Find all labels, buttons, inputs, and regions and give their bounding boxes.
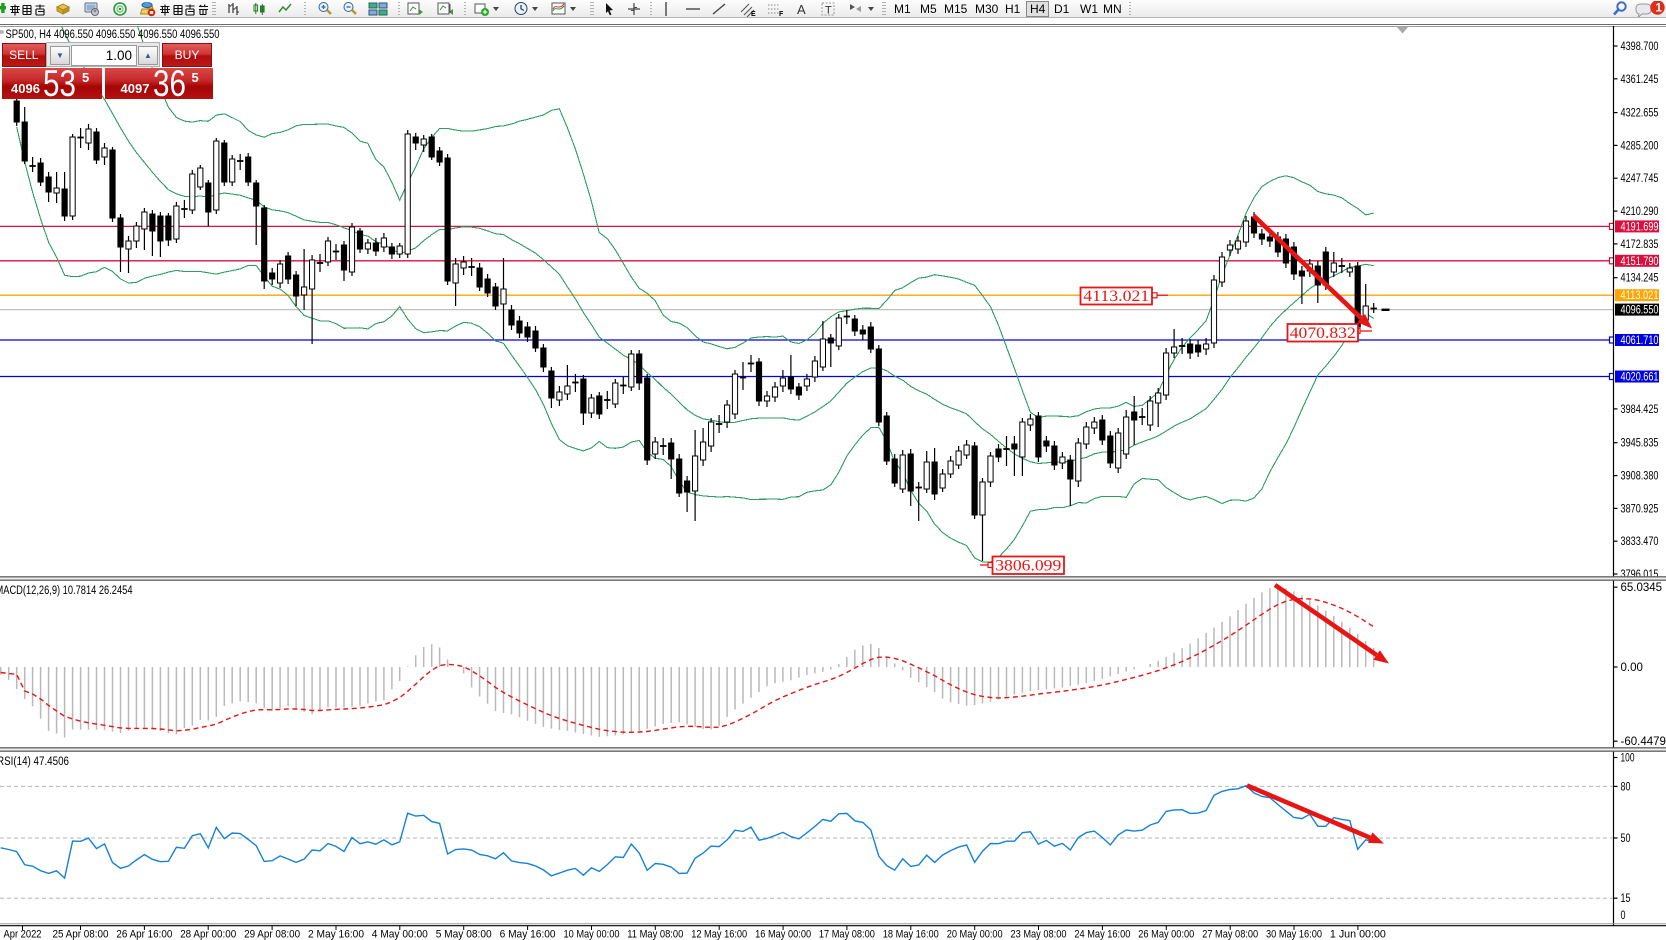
svg-text:4210.290: 4210.290 <box>1621 206 1659 218</box>
svg-text:A: A <box>797 2 806 17</box>
svg-text:0: 0 <box>1621 910 1626 922</box>
svg-text:6 May 16:00: 6 May 16:00 <box>500 929 556 940</box>
svg-text:29 Apr 08:00: 29 Apr 08:00 <box>244 929 300 940</box>
svg-text:RSI(14) 47.4506: RSI(14) 47.4506 <box>0 756 69 768</box>
svg-text:16 May 00:00: 16 May 00:00 <box>755 929 811 940</box>
svg-text:1: 1 <box>1656 3 1663 15</box>
svg-text:11 May 08:00: 11 May 08:00 <box>627 929 683 940</box>
svg-text:4285.200: 4285.200 <box>1621 140 1659 152</box>
svg-text:4113.021: 4113.021 <box>1083 288 1149 305</box>
svg-text:12 May 16:00: 12 May 16:00 <box>691 929 747 940</box>
svg-text:4191.699: 4191.699 <box>1621 221 1659 233</box>
svg-text:3945.835: 3945.835 <box>1621 438 1659 450</box>
svg-text:24 May 16:00: 24 May 16:00 <box>1074 929 1130 940</box>
svg-text:15: 15 <box>1621 893 1631 905</box>
svg-text:17 May 08:00: 17 May 08:00 <box>819 929 875 940</box>
svg-text:1 Jun 00:00: 1 Jun 00:00 <box>1330 929 1386 940</box>
svg-text:4361.245: 4361.245 <box>1621 74 1659 86</box>
svg-text:4070.832: 4070.832 <box>1290 325 1356 342</box>
svg-text:4113.021: 4113.021 <box>1621 290 1659 302</box>
svg-text:4322.655: 4322.655 <box>1621 108 1659 120</box>
svg-text:25 Apr 08:00: 25 Apr 08:00 <box>53 929 109 940</box>
svg-text:4247.745: 4247.745 <box>1621 173 1659 185</box>
svg-text:23 May 08:00: 23 May 08:00 <box>1011 929 1067 940</box>
svg-text:65.0345: 65.0345 <box>1621 582 1663 594</box>
svg-text:3984.425: 3984.425 <box>1621 404 1659 416</box>
svg-text:0.00: 0.00 <box>1621 662 1643 674</box>
svg-text:4 May 00:00: 4 May 00:00 <box>372 929 428 940</box>
svg-text:MACD(12,26,9) 10.7814 26.2454: MACD(12,26,9) 10.7814 26.2454 <box>0 585 133 597</box>
svg-text:5 May 08:00: 5 May 08:00 <box>436 929 492 940</box>
svg-text:-60.4479: -60.4479 <box>1621 736 1666 748</box>
svg-text:27 May 08:00: 27 May 08:00 <box>1202 929 1258 940</box>
svg-text:30 May 16:00: 30 May 16:00 <box>1266 929 1322 940</box>
svg-text:28 Apr 00:00: 28 Apr 00:00 <box>180 929 236 940</box>
svg-text:3870.925: 3870.925 <box>1621 503 1659 515</box>
svg-text:4061.710: 4061.710 <box>1621 335 1659 347</box>
svg-text:80: 80 <box>1621 781 1631 793</box>
svg-text:T: T <box>825 5 832 17</box>
svg-text:20 May 00:00: 20 May 00:00 <box>947 929 1003 940</box>
svg-text:F: F <box>779 11 784 17</box>
svg-text:100: 100 <box>1621 753 1635 765</box>
svg-text:E: E <box>751 11 756 17</box>
svg-text:50: 50 <box>1621 833 1631 845</box>
svg-text:26 May 00:00: 26 May 00:00 <box>1138 929 1194 940</box>
svg-text:3833.470: 3833.470 <box>1621 536 1659 548</box>
svg-text:2 May 16:00: 2 May 16:00 <box>308 929 364 940</box>
svg-text:SP500, H4 4096.550 4096.550 4: SP500, H4 4096.550 4096.550 4096.550 409… <box>6 29 220 41</box>
svg-text:4151.790: 4151.790 <box>1621 256 1659 268</box>
svg-text:18 May 16:00: 18 May 16:00 <box>883 929 939 940</box>
svg-text:4096.550: 4096.550 <box>1621 305 1659 317</box>
svg-text:4172.835: 4172.835 <box>1621 239 1659 251</box>
svg-text:3908.380: 3908.380 <box>1621 471 1659 483</box>
svg-text:26 Apr 16:00: 26 Apr 16:00 <box>116 929 172 940</box>
svg-text:4398.700: 4398.700 <box>1621 41 1659 53</box>
svg-text:3806.099: 3806.099 <box>995 558 1061 575</box>
svg-text:Apr 2022: Apr 2022 <box>4 929 42 940</box>
svg-text:4020.661: 4020.661 <box>1621 372 1659 384</box>
svg-text:4134.245: 4134.245 <box>1621 273 1659 285</box>
svg-text:10 May 00:00: 10 May 00:00 <box>564 929 620 940</box>
